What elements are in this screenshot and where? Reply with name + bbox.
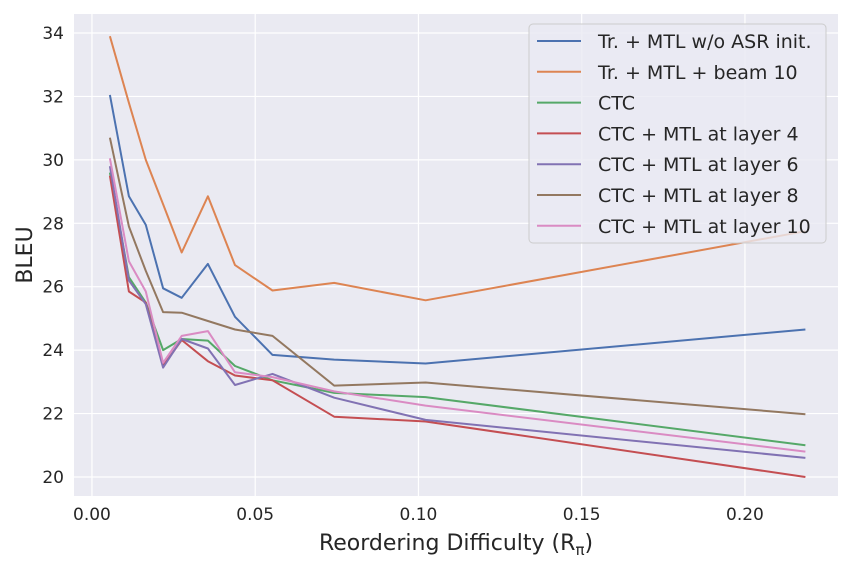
x-tick-label: 0.15: [563, 505, 601, 525]
x-axis-label: Reordering Difficulty (Rπ): [319, 531, 593, 559]
legend: Tr. + MTL w/o ASR init. Tr. + MTL + beam …: [528, 23, 827, 244]
y-tick-label: 28: [42, 214, 64, 234]
x-tick-label: 0.20: [726, 505, 764, 525]
y-tick-label: 20: [42, 468, 64, 488]
legend-label: CTC: [598, 93, 635, 115]
series-line-3: [108, 172, 806, 447]
y-tick-label: 32: [42, 87, 64, 107]
x-tick-label: 0.05: [236, 505, 274, 525]
y-tick-label: 34: [42, 24, 64, 44]
series-line-1: [108, 94, 806, 365]
series-line-5: [108, 166, 806, 459]
x-tick-label: 0.10: [400, 505, 438, 525]
series-line-2: [108, 35, 806, 302]
legend-label: CTC + MTL at layer 8: [598, 185, 799, 207]
x-tick-label: 0.00: [73, 505, 111, 525]
legend-label: CTC + MTL at layer 10: [598, 216, 811, 238]
series-lines: [108, 35, 806, 478]
legend-label: CTC + MTL at layer 4: [598, 123, 799, 145]
y-tick-label: 22: [42, 405, 64, 425]
series-line-7: [108, 158, 806, 453]
legend-label: Tr. + MTL w/o ASR init.: [597, 31, 812, 53]
y-tick-label: 30: [42, 151, 64, 171]
legend-box: [528, 23, 827, 244]
legend-label: Tr. + MTL + beam 10: [597, 62, 798, 84]
y-tick-label: 24: [42, 341, 64, 361]
y-tick-label: 26: [42, 278, 64, 298]
series-line-6: [108, 137, 806, 416]
y-axis-label: BLEU: [13, 226, 38, 283]
series-line-4: [108, 175, 806, 478]
y-axis-ticks: 20 22 24 26 28 30 32 34: [42, 24, 64, 488]
x-axis-ticks: 0.00 0.05 0.10 0.15 0.20: [73, 505, 764, 525]
x-axis-label-subscript: π: [575, 541, 584, 559]
legend-label: CTC + MTL at layer 6: [598, 154, 799, 176]
